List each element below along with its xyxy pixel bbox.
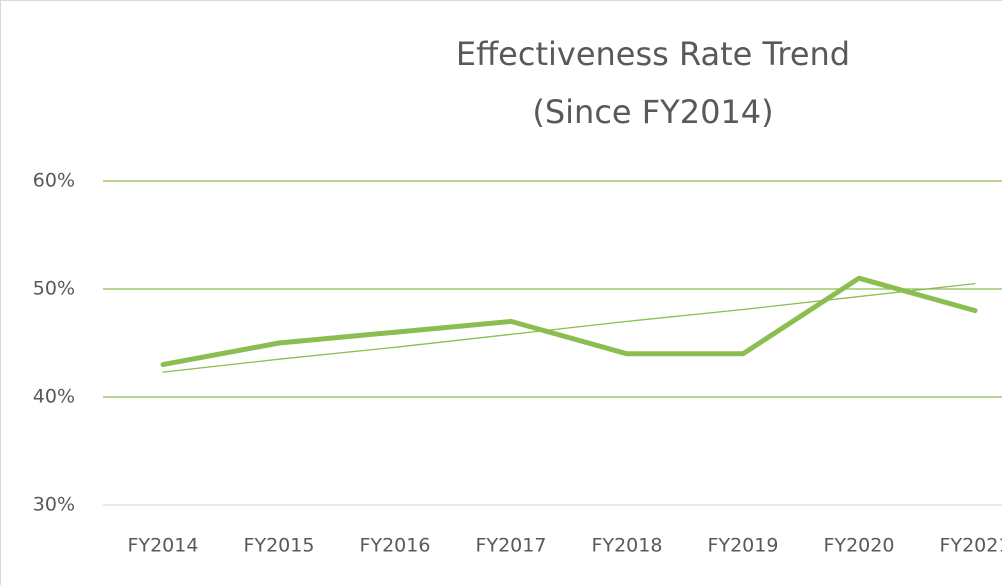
x-tick-label: FY2016 <box>360 535 431 557</box>
y-tick-label: 30% <box>33 494 75 516</box>
chart-title: (Since FY2014) <box>532 93 773 131</box>
x-tick-label: FY2021 <box>940 535 1002 557</box>
x-tick-label: FY2018 <box>592 535 663 557</box>
x-tick-label: FY2014 <box>128 535 199 557</box>
series-line <box>160 275 978 368</box>
trendline <box>162 282 976 373</box>
x-tick-label: FY2020 <box>824 535 895 557</box>
y-tick-label: 60% <box>33 170 75 192</box>
x-tick-label: FY2019 <box>708 535 779 557</box>
x-tick-label: FY2017 <box>476 535 547 557</box>
y-tick-label: 40% <box>33 386 75 408</box>
x-tick-label: FY2015 <box>244 535 315 557</box>
y-tick-label: 50% <box>33 278 75 300</box>
chart-title: Effectiveness Rate Trend <box>456 35 850 73</box>
